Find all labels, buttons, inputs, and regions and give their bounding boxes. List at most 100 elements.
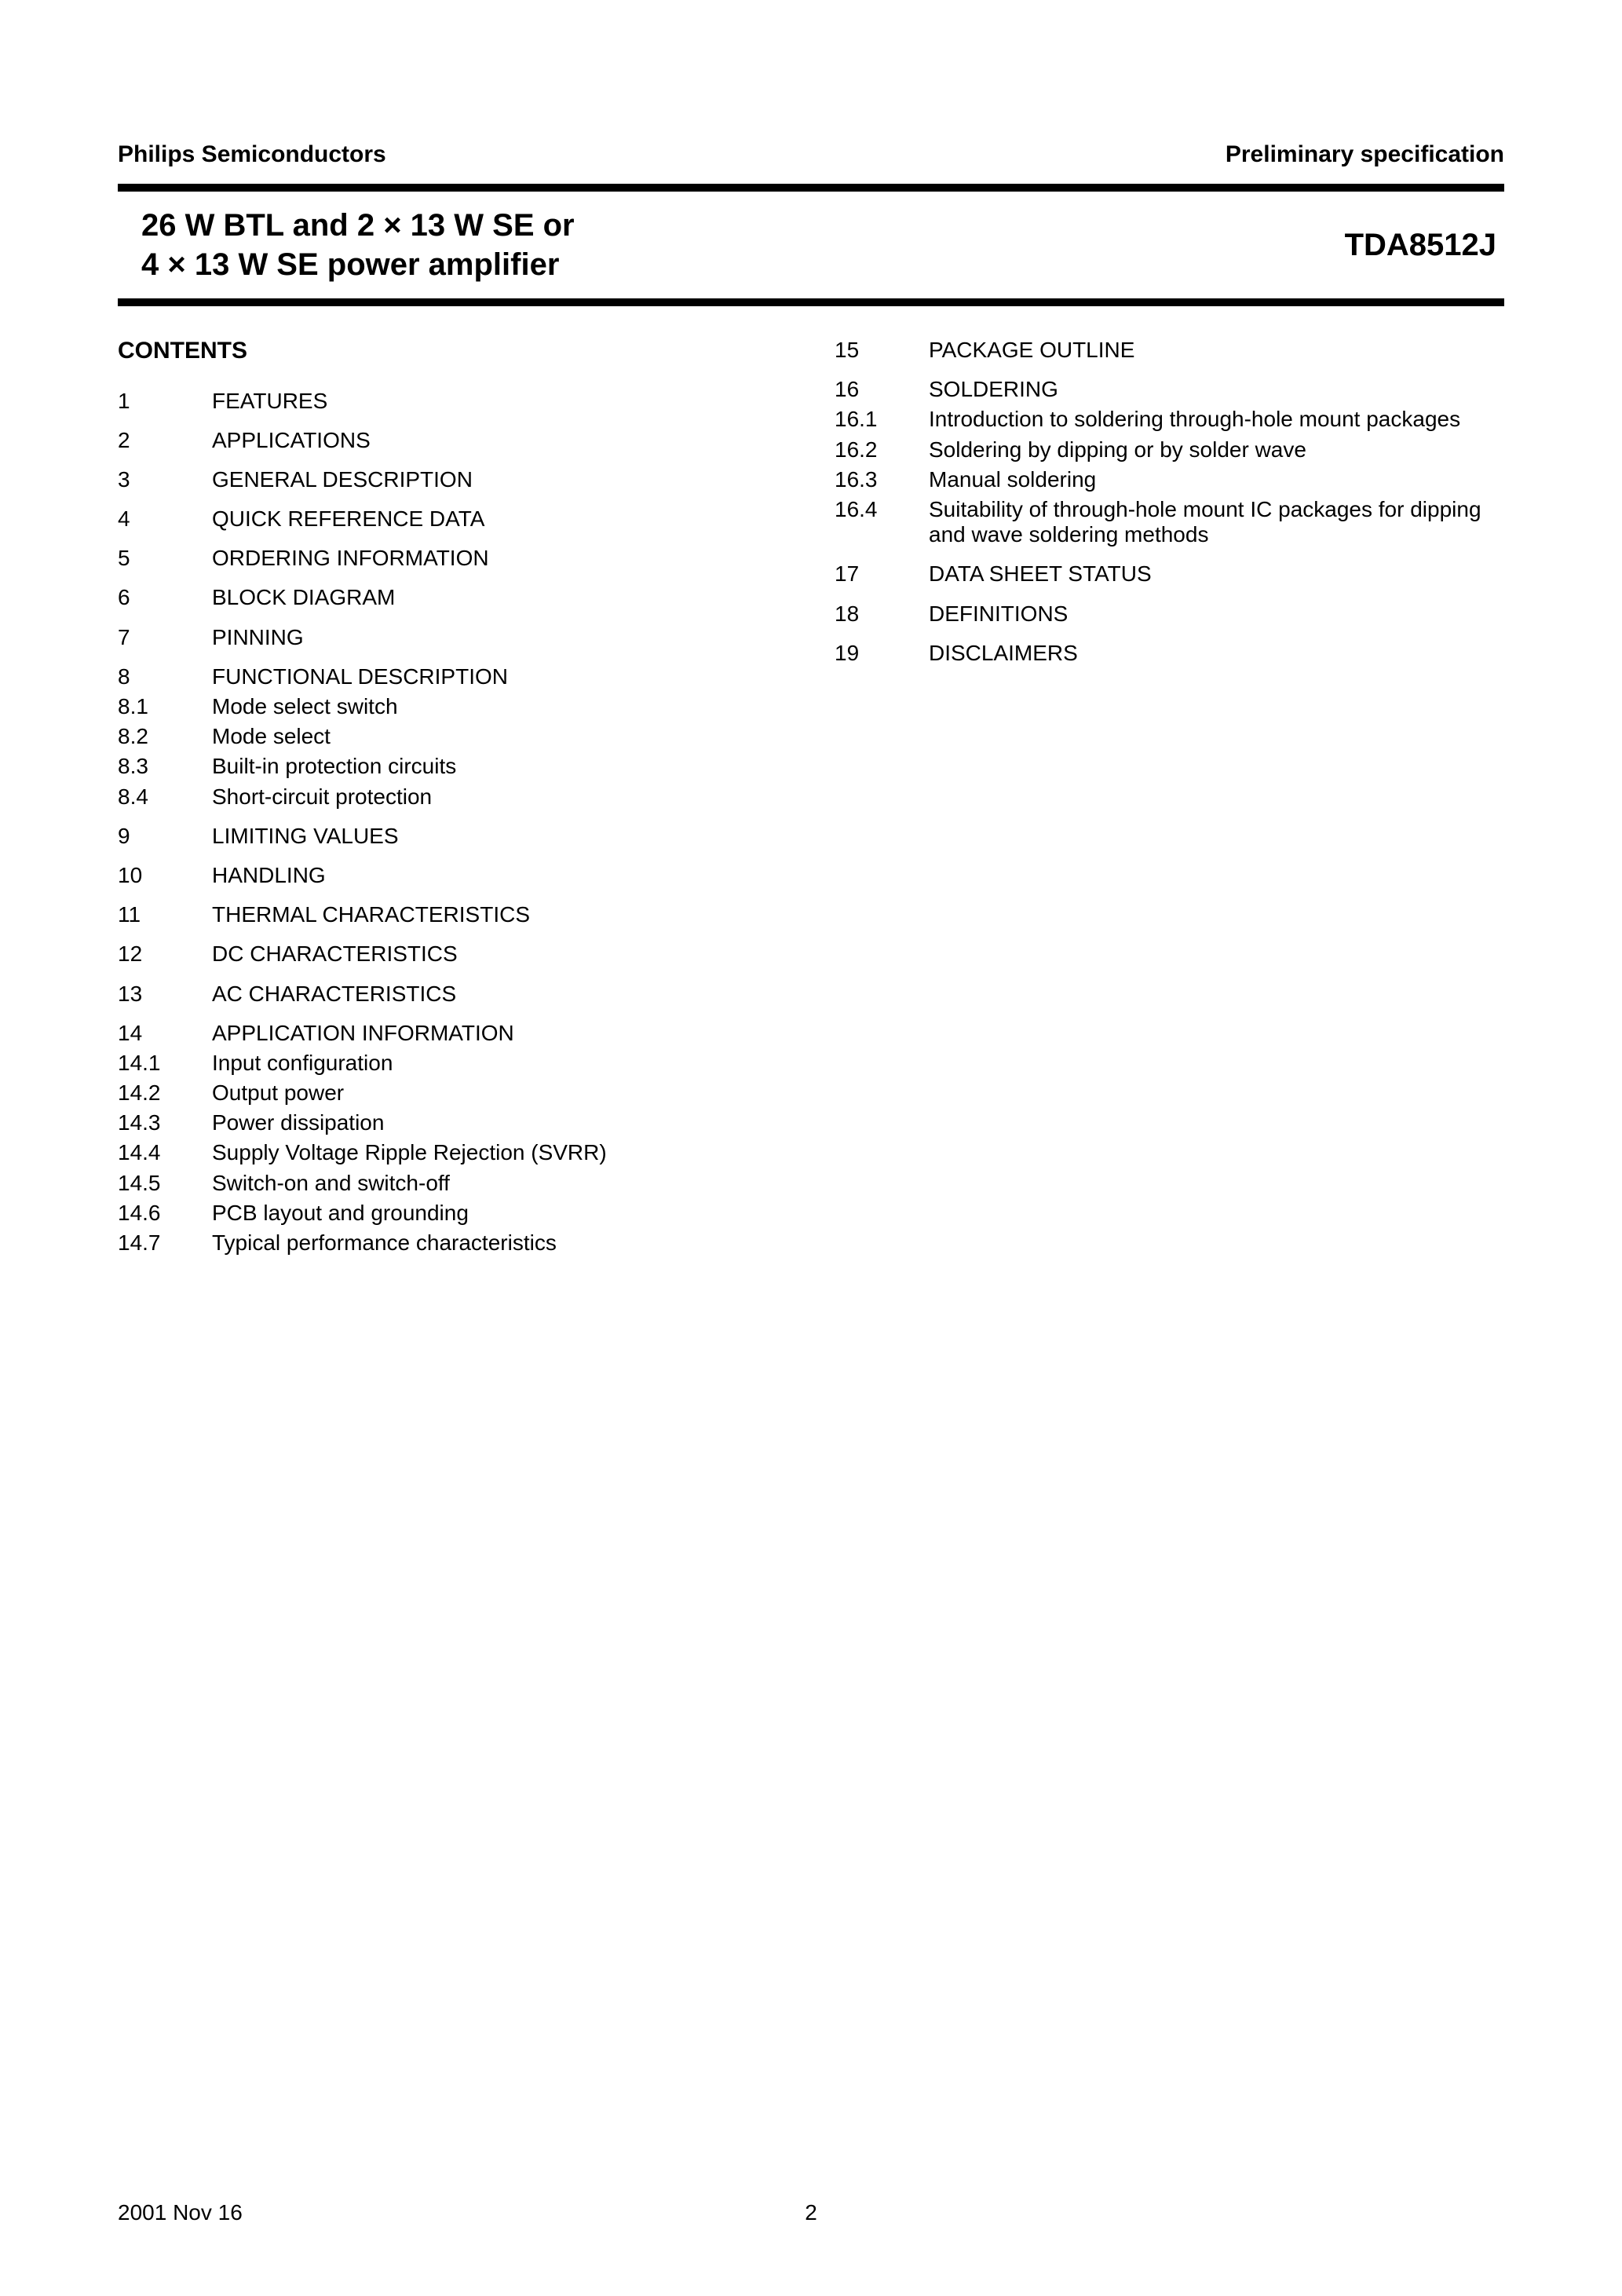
toc-title: THERMAL CHARACTERISTICS	[212, 902, 787, 927]
toc-row: 16.4Suitability of through-hole mount IC…	[835, 497, 1504, 547]
title-line-2: 4 × 13 W SE power amplifier	[141, 245, 575, 284]
toc-title: DATA SHEET STATUS	[929, 561, 1504, 587]
toc-title: FUNCTIONAL DESCRIPTION	[212, 664, 787, 689]
toc-title: Output power	[212, 1080, 787, 1106]
footer-page-number: 2	[580, 2200, 1043, 2225]
toc-title: AC CHARACTERISTICS	[212, 982, 787, 1007]
toc-title: PCB layout and grounding	[212, 1201, 787, 1226]
toc-row: 14.6PCB layout and grounding	[118, 1201, 787, 1226]
toc-number: 14.3	[118, 1110, 212, 1135]
toc-title: Power dissipation	[212, 1110, 787, 1135]
toc-number: 8.3	[118, 754, 212, 779]
toc-number: 6	[118, 585, 212, 610]
toc-row: 14.3Power dissipation	[118, 1110, 787, 1135]
toc-title: Short-circuit protection	[212, 784, 787, 810]
toc-title: DC CHARACTERISTICS	[212, 941, 787, 967]
toc-number: 2	[118, 428, 212, 453]
toc-number: 14.6	[118, 1201, 212, 1226]
contents-area: CONTENTS 1FEATURES2APPLICATIONS3GENERAL …	[118, 338, 1504, 1260]
toc-title: SOLDERING	[929, 377, 1504, 402]
toc-title: Introduction to soldering through-hole m…	[929, 407, 1504, 432]
toc-number: 14.4	[118, 1140, 212, 1165]
toc-list-left: 1FEATURES2APPLICATIONS3GENERAL DESCRIPTI…	[118, 389, 787, 1256]
toc-row: 18DEFINITIONS	[835, 601, 1504, 627]
toc-number: 5	[118, 546, 212, 571]
toc-row: 16SOLDERING	[835, 377, 1504, 402]
toc-number: 14.2	[118, 1080, 212, 1106]
toc-number: 7	[118, 625, 212, 650]
part-number: TDA8512J	[1345, 228, 1504, 263]
toc-row: 8.3Built-in protection circuits	[118, 754, 787, 779]
toc-row: 14.2Output power	[118, 1080, 787, 1106]
toc-number: 14.5	[118, 1171, 212, 1196]
toc-row: 6BLOCK DIAGRAM	[118, 585, 787, 610]
toc-number: 8.2	[118, 724, 212, 749]
toc-number: 18	[835, 601, 929, 627]
toc-row: 16.2Soldering by dipping or by solder wa…	[835, 437, 1504, 462]
toc-number: 3	[118, 467, 212, 492]
toc-number: 1	[118, 389, 212, 414]
toc-title: APPLICATION INFORMATION	[212, 1021, 787, 1046]
toc-title: QUICK REFERENCE DATA	[212, 506, 787, 532]
toc-title: FEATURES	[212, 389, 787, 414]
toc-row: 8.1Mode select switch	[118, 694, 787, 719]
toc-title: Input configuration	[212, 1051, 787, 1076]
toc-row: 16.3Manual soldering	[835, 467, 1504, 492]
toc-row: 7PINNING	[118, 625, 787, 650]
toc-title: ORDERING INFORMATION	[212, 546, 787, 571]
toc-number: 13	[118, 982, 212, 1007]
toc-column-left: CONTENTS 1FEATURES2APPLICATIONS3GENERAL …	[118, 338, 787, 1260]
header-left: Philips Semiconductors	[118, 141, 386, 168]
toc-title: LIMITING VALUES	[212, 824, 787, 849]
divider-top	[118, 184, 1504, 192]
toc-row: 14.4Supply Voltage Ripple Rejection (SVR…	[118, 1140, 787, 1165]
toc-row: 14.7Typical performance characteristics	[118, 1230, 787, 1256]
toc-title: Mode select switch	[212, 694, 787, 719]
toc-title: DEFINITIONS	[929, 601, 1504, 627]
toc-number: 17	[835, 561, 929, 587]
toc-title: HANDLING	[212, 863, 787, 888]
footer-date: 2001 Nov 16	[118, 2200, 580, 2225]
toc-title: Mode select	[212, 724, 787, 749]
toc-row: 10HANDLING	[118, 863, 787, 888]
toc-title: PACKAGE OUTLINE	[929, 338, 1504, 363]
page: Philips Semiconductors Preliminary speci…	[0, 0, 1622, 2296]
toc-row: 8.4Short-circuit protection	[118, 784, 787, 810]
contents-heading: CONTENTS	[118, 338, 787, 365]
toc-title: Soldering by dipping or by solder wave	[929, 437, 1504, 462]
toc-number: 16	[835, 377, 929, 402]
toc-title: Built-in protection circuits	[212, 754, 787, 779]
toc-row: 17DATA SHEET STATUS	[835, 561, 1504, 587]
toc-row: 11THERMAL CHARACTERISTICS	[118, 902, 787, 927]
header-right: Preliminary specification	[1226, 141, 1504, 168]
divider-bottom	[118, 298, 1504, 306]
page-footer: 2001 Nov 16 2	[118, 2200, 1504, 2225]
toc-number: 9	[118, 824, 212, 849]
toc-number: 15	[835, 338, 929, 363]
toc-row: 12DC CHARACTERISTICS	[118, 941, 787, 967]
toc-row: 19DISCLAIMERS	[835, 641, 1504, 666]
toc-row: 15PACKAGE OUTLINE	[835, 338, 1504, 363]
running-header: Philips Semiconductors Preliminary speci…	[118, 141, 1504, 168]
toc-number: 14.7	[118, 1230, 212, 1256]
toc-number: 19	[835, 641, 929, 666]
toc-number: 8	[118, 664, 212, 689]
toc-title: GENERAL DESCRIPTION	[212, 467, 787, 492]
footer-spacer	[1042, 2200, 1504, 2225]
toc-title: BLOCK DIAGRAM	[212, 585, 787, 610]
title-left: 26 W BTL and 2 × 13 W SE or 4 × 13 W SE …	[141, 206, 575, 284]
toc-number: 16.3	[835, 467, 929, 492]
toc-row: 1FEATURES	[118, 389, 787, 414]
toc-number: 10	[118, 863, 212, 888]
toc-row: 5ORDERING INFORMATION	[118, 546, 787, 571]
toc-title: Switch-on and switch-off	[212, 1171, 787, 1196]
toc-number: 14	[118, 1021, 212, 1046]
toc-number: 12	[118, 941, 212, 967]
toc-number: 14.1	[118, 1051, 212, 1076]
toc-list-right: 15PACKAGE OUTLINE16SOLDERING16.1Introduc…	[835, 338, 1504, 666]
toc-number: 16.4	[835, 497, 929, 547]
toc-title: APPLICATIONS	[212, 428, 787, 453]
toc-number: 8.4	[118, 784, 212, 810]
toc-title: DISCLAIMERS	[929, 641, 1504, 666]
toc-title: Typical performance characteristics	[212, 1230, 787, 1256]
